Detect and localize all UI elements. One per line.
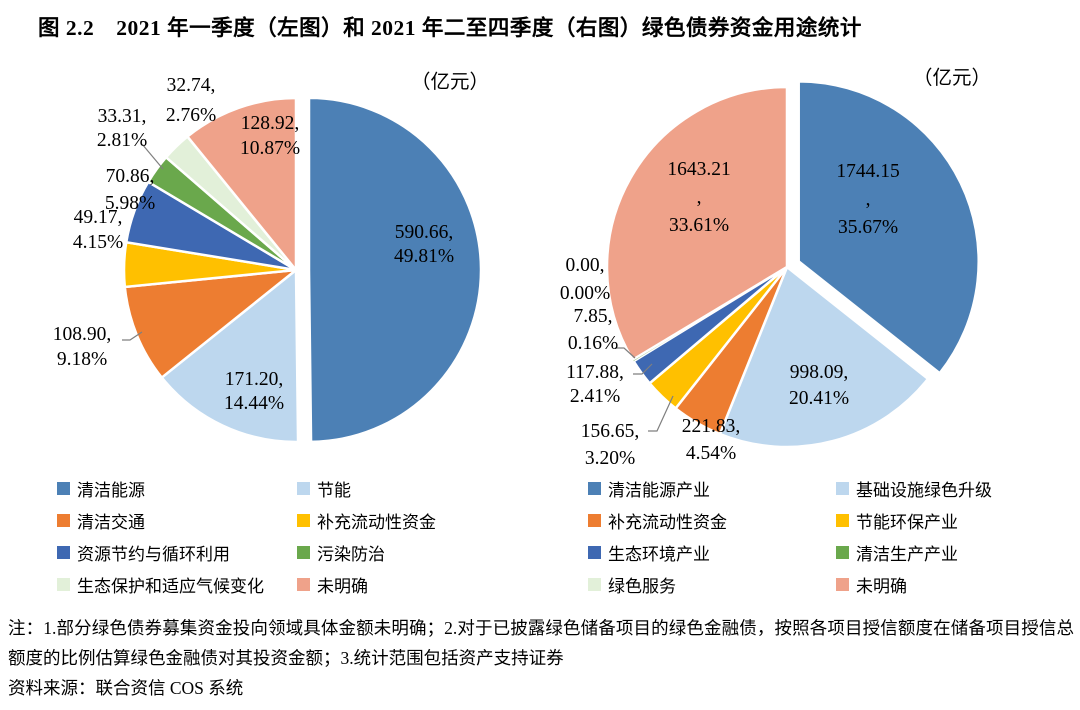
pie-data-label: 590.66, 49.81% (394, 222, 454, 267)
label-leader-line (615, 347, 636, 359)
pie-slice (797, 80, 980, 375)
pie-data-label: 70.86, 5.98% (105, 166, 155, 214)
pie-slice (160, 267, 300, 444)
legend-item: 清洁能源 (57, 477, 297, 500)
legend-swatch (588, 577, 601, 591)
legend-swatch (588, 545, 601, 559)
legend-item: 资源节约与循环利用 (57, 541, 297, 564)
legend-label: 补充流动性资金 (317, 512, 436, 532)
legend-label: 节能 (317, 480, 351, 500)
label-leader-line (122, 331, 143, 341)
legend-swatch (588, 513, 601, 527)
notes-block: 注：1.部分绿色债券募集资金投向领域具体金额未明确；2.对于已披露绿色储备项目的… (8, 613, 1074, 703)
legend-label: 绿色服务 (608, 576, 676, 596)
legend-item: 未明确 (297, 573, 562, 596)
pie-slice (718, 264, 930, 449)
unit-label: （亿元） (913, 67, 991, 89)
legend-swatch (588, 481, 601, 495)
pie-slice (185, 96, 298, 274)
legend-label: 清洁交通 (77, 512, 145, 532)
unit-label: （亿元） (411, 71, 489, 93)
pie-data-label: 156.65, 3.20% (581, 421, 640, 469)
pie-data-label: 7.85, 0.16% (568, 306, 618, 354)
legend-label: 生态环境产业 (608, 544, 710, 564)
legend-swatch (836, 577, 849, 591)
pie-data-label: 1643.21, 33.61% (667, 159, 730, 236)
legend-item: 节能环保产业 (836, 509, 1080, 532)
pie-data-label: 171.20, 14.44% (224, 369, 284, 414)
legend-swatch (57, 545, 70, 559)
legend-item: 补充流动性资金 (297, 509, 562, 532)
legend-item: 基础设施绿色升级 (836, 477, 1080, 500)
legend-label: 生态保护和适应气候变化 (77, 576, 264, 596)
legend-label: 未明确 (856, 576, 907, 596)
legend-label: 清洁能源产业 (608, 480, 710, 500)
legend-item: 清洁交通 (57, 509, 297, 532)
pie-data-label: 49.17, 4.15% (73, 207, 123, 253)
legend-item: 补充流动性资金 (588, 509, 836, 532)
pie-chart-q1: 590.66, 49.81% 171.20, 14.44% 108.90, 9.18% 49… (53, 71, 489, 444)
legend-item: 生态环境产业 (588, 541, 836, 564)
legend-q1: 清洁能源 节能清洁交通 补充流动性资金资源节约与循环利用 污染防治生态保护和适应气候变… (30, 477, 562, 596)
legend-item: 未明确 (836, 573, 1080, 596)
label-leader-line (648, 395, 674, 432)
legend-item: 绿色服务 (588, 573, 836, 596)
legend-item: 污染防治 (297, 541, 562, 564)
legend-item: 清洁生产产业 (836, 541, 1080, 564)
legend-label: 补充流动性资金 (608, 512, 727, 532)
pie-chart-q2-q4: 1744.15, 35.67% 998.09, 20.41% 221.83, 4.54% 1… (560, 67, 991, 469)
legend-swatch (836, 513, 849, 527)
pie-data-label: 1744.15, 35.67% (836, 161, 899, 238)
legend-label: 污染防治 (317, 544, 385, 564)
pie-data-label: 221.83, 4.54% (682, 416, 741, 464)
legend-swatch (297, 513, 310, 527)
pie-slice (605, 85, 789, 362)
legend-swatch (297, 481, 310, 495)
legend-swatch (297, 577, 310, 591)
pie-data-label: 33.31, 2.81% (97, 106, 147, 151)
legend-label: 基础设施绿色升级 (856, 480, 992, 500)
figure-title: 图 2.2 2021 年一季度（左图）和 2021 年二至四季度（右图）绿色债券… (38, 16, 862, 40)
legend-q2-q4: 清洁能源产业 基础设施绿色升级补充流动性资金 节能环保产业生态环境产业 清洁生产产业绿… (553, 477, 1080, 596)
legend-label: 未明确 (317, 576, 368, 596)
pie-data-label: 108.90, 9.18% (53, 324, 112, 370)
legend-swatch (57, 481, 70, 495)
label-leader-line (141, 143, 164, 170)
legend-label: 资源节约与循环利用 (77, 544, 230, 564)
pie-data-label: 32.74, 2.76% (166, 75, 216, 126)
pie-slice (307, 96, 483, 444)
legend-item: 生态保护和适应气候变化 (57, 573, 297, 596)
pie-data-label: 128.92, 10.87% (240, 113, 300, 159)
legend-label: 清洁生产产业 (856, 544, 958, 564)
figure-source: 资料来源：联合资信 COS 系统 (8, 678, 244, 698)
legend-swatch (297, 545, 310, 559)
legend-swatch (836, 545, 849, 559)
legend-swatch (57, 513, 70, 527)
label-leader-line (633, 363, 653, 375)
legend-item: 清洁能源产业 (588, 477, 836, 500)
legend-swatch (57, 577, 70, 591)
figure-note: 注：1.部分绿色债券募集资金投向领域具体金额未明确；2.对于已披露绿色储备项目的… (8, 618, 1074, 668)
pie-data-label: 117.88, 2.41% (566, 362, 624, 407)
legend-item: 节能 (297, 477, 562, 500)
legend-label: 节能环保产业 (856, 512, 958, 532)
pie-data-label: 0.00, 0.00% (560, 255, 610, 304)
pie-data-label: 998.09, 20.41% (789, 362, 849, 409)
legend-label: 清洁能源 (77, 480, 145, 500)
legend-swatch (836, 481, 849, 495)
